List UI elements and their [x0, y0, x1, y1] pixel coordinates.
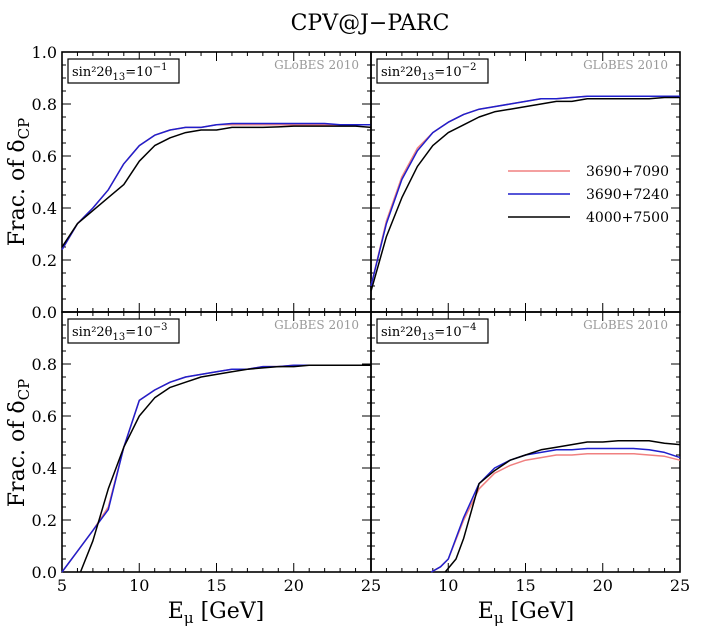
series-line-4000+7500	[61, 125, 372, 248]
series-line-3690+7240	[61, 364, 371, 573]
panel-label: sin²2θ13=10−2	[376, 58, 489, 84]
panel-label-sub: 13	[113, 72, 126, 83]
legend-label: 3690+7090	[586, 164, 669, 180]
y-axis-label-main: Frac. of δ	[5, 400, 30, 507]
series-line-4000+7500	[370, 96, 680, 292]
panel-label-tail: =10	[125, 65, 152, 80]
x-axis-label-unit: [GeV]	[194, 599, 265, 624]
y-tick-label: 0.4	[32, 459, 57, 478]
y-tick-label: 0.2	[32, 511, 57, 530]
panel-label-box	[67, 58, 180, 84]
y-tick-label: 0.6	[32, 407, 57, 426]
x-axis-label-right: Eμ [GeV]	[478, 599, 574, 627]
figure-title: CPV@J−PARC	[291, 11, 450, 36]
y-tick-label: 0.4	[32, 199, 57, 218]
legend: 3690+7090 3690+7240 4000+7500	[508, 164, 669, 226]
panel-label-main: sin²2θ	[72, 325, 113, 340]
series-line-3690+7240	[430, 447, 681, 573]
series-line-4000+7500	[79, 364, 371, 573]
panel-label-text: sin²2θ13=10−2	[381, 62, 476, 83]
x-tick-label: 10	[438, 576, 458, 595]
series-line-4000+7500	[444, 439, 681, 573]
series-line-3690+7090	[61, 364, 371, 573]
globes-watermark: GLoBES 2010	[583, 318, 668, 332]
x-tick-label: 20	[284, 576, 304, 595]
panel-top-left: 0.0 0.2 0.4 0.6 0.8 1.0 GLoBES 2010 sin²2θ13=10…	[32, 43, 372, 322]
panel-label-sub: 13	[113, 332, 126, 343]
x-tick-label: 5	[57, 576, 67, 595]
x-axis-label-main: E	[168, 599, 184, 624]
y-tick-label: 0.6	[32, 147, 57, 166]
series-line-3690+7240	[370, 95, 680, 287]
panel-label-exp: −3	[153, 322, 168, 333]
y-tick-label: 0.0	[32, 303, 57, 322]
x-tick-label: 10	[129, 576, 149, 595]
panel-label-main: sin²2θ	[381, 65, 422, 80]
panel-label-tail: =10	[434, 65, 461, 80]
series-line-3690+7090	[61, 124, 371, 250]
panel-bottom-left: 0.0 0.2 0.4 0.6 0.8 5 10 15 20 25 GLoBES 2010 sin²2…	[32, 311, 381, 595]
y-tick-label: 0.8	[32, 355, 57, 374]
x-axis-label-main: E	[478, 599, 494, 624]
globes-watermark: GLoBES 2010	[274, 58, 359, 72]
panel-label-sub: 13	[422, 72, 435, 83]
globes-watermark: GLoBES 2010	[583, 58, 668, 72]
legend-label: 3690+7240	[586, 187, 669, 203]
x-tick-label: 20	[593, 576, 613, 595]
legend-label: 4000+7500	[586, 210, 669, 226]
panel-top-right: GLoBES 2010 sin²2θ13=10−2	[370, 51, 681, 313]
y-axis-label-top: Frac. of δCP	[5, 118, 33, 246]
panel-label-box	[376, 58, 489, 84]
panel-frame	[61, 51, 372, 313]
y-axis-label-sub: CP	[15, 379, 33, 401]
panel-label-text: sin²2θ13=10−3	[72, 322, 167, 343]
y-tick-label: 0.8	[32, 95, 57, 114]
x-tick-label: 15	[515, 576, 535, 595]
panel-label-sub: 13	[422, 332, 435, 343]
panel-label-tail: =10	[125, 325, 152, 340]
y-axis-label-main: Frac. of δ	[5, 139, 30, 246]
series-line-3690+7090	[430, 452, 681, 573]
panel-label-exp: −2	[462, 62, 477, 73]
y-tick-label: 1.0	[32, 43, 57, 62]
y-tick-label: 0.2	[32, 251, 57, 270]
legend-entry: 3690+7240	[508, 187, 669, 203]
x-tick-label: 15	[206, 576, 226, 595]
x-tick-label: 25	[670, 576, 690, 595]
panel-bottom-right: 10 15 20 25 GLoBES 2010 sin²2θ13=10−4	[370, 311, 690, 595]
panel-label-box	[67, 318, 180, 344]
y-axis-label-bottom: Frac. of δCP	[5, 379, 33, 507]
panel-label-main: sin²2θ	[381, 325, 422, 340]
legend-entry: 4000+7500	[508, 210, 669, 226]
globes-watermark: GLoBES 2010	[274, 318, 359, 332]
series-line-3690+7240	[61, 122, 371, 250]
panel-label-box	[376, 318, 489, 344]
x-tick-label: 25	[361, 576, 381, 595]
panel-label-text: sin²2θ13=10−4	[381, 322, 476, 343]
panel-label-exp: −4	[462, 322, 477, 333]
y-axis-label-sub: CP	[15, 118, 33, 140]
x-axis-label-left: Eμ [GeV]	[168, 599, 264, 627]
y-tick-label: 0.0	[32, 563, 57, 582]
x-axis-label-unit: [GeV]	[504, 599, 575, 624]
panel-frame	[370, 311, 681, 573]
panel-label-tail: =10	[434, 325, 461, 340]
panel-label-text: sin²2θ13=10−1	[72, 62, 167, 83]
panel-label: sin²2θ13=10−4	[376, 318, 489, 344]
panel-frame	[370, 51, 681, 313]
panel-label-main: sin²2θ	[72, 65, 113, 80]
panel-label: sin²2θ13=10−3	[67, 318, 180, 344]
panel-frame	[61, 311, 372, 573]
panel-label: sin²2θ13=10−1	[67, 58, 180, 84]
legend-entry: 3690+7090	[508, 164, 669, 180]
x-axis-label-sub: μ	[494, 609, 504, 627]
x-axis-label-sub: μ	[184, 609, 194, 627]
panel-label-exp: −1	[153, 62, 168, 73]
